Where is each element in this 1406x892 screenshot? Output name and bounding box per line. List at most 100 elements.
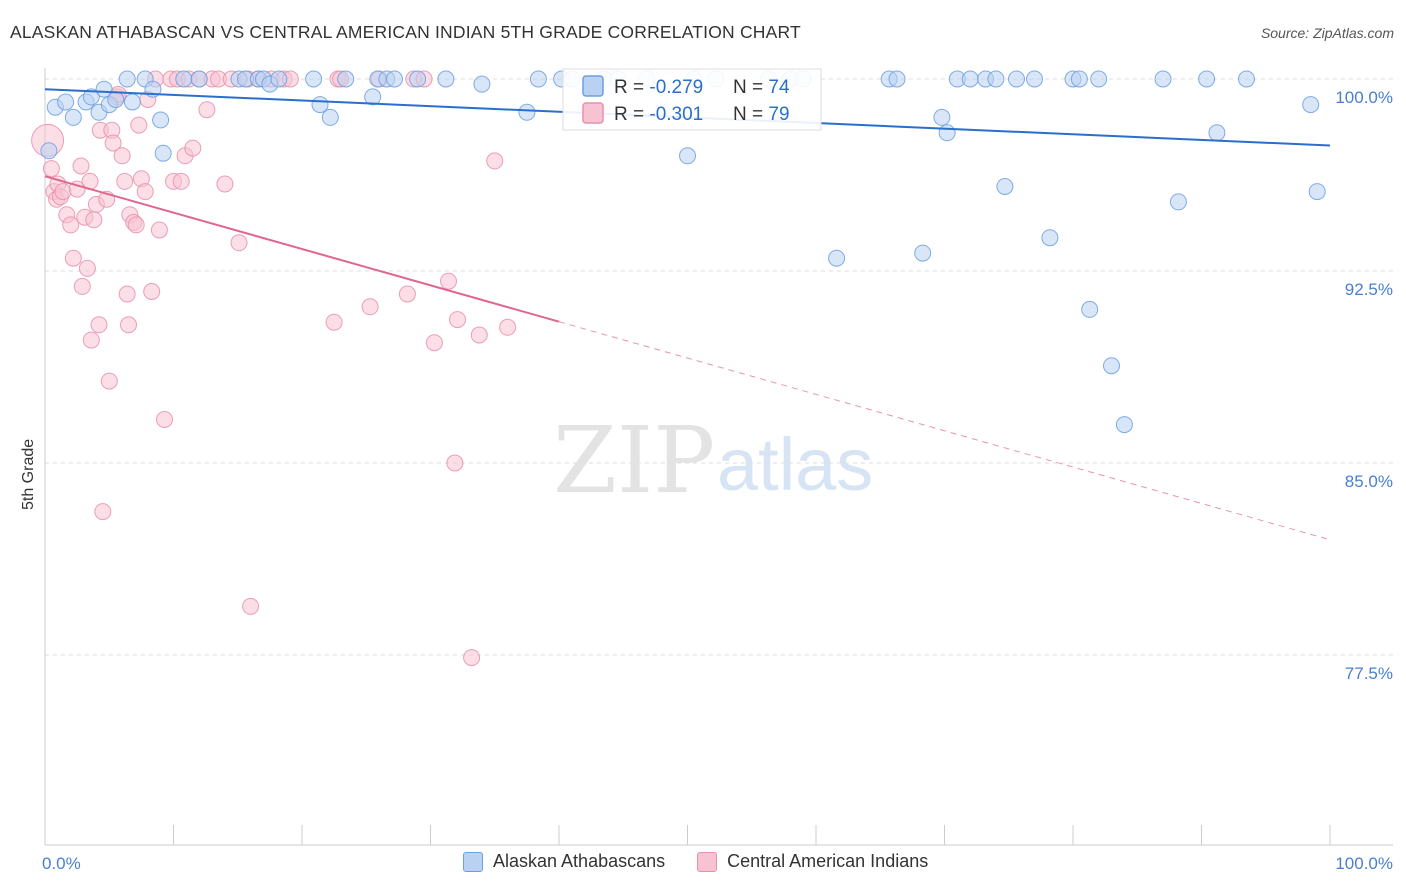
point-central-american-indians (62, 216, 80, 234)
point-central-american-indians (470, 326, 488, 344)
point-central-american-indians (499, 318, 517, 336)
y-tick-label: 100.0% (1335, 88, 1393, 107)
legend-label-alaskan-athabascans: Alaskan Athabascans (493, 851, 666, 871)
point-alaskan-athabascans (938, 124, 956, 142)
n-value: 74 (768, 77, 790, 98)
trend-line-solid (44, 175, 560, 323)
point-alaskan-athabascans (473, 75, 491, 93)
point-central-american-indians (136, 183, 154, 201)
r-label: R = (614, 104, 649, 125)
point-central-american-indians (54, 183, 72, 201)
watermark-zip: ZIP (553, 407, 715, 514)
point-alaskan-athabascans (270, 70, 288, 88)
point-alaskan-athabascans (679, 147, 696, 165)
legend-label-central-american-indians: Central American Indians (727, 851, 929, 871)
watermark-atlas: atlas (717, 423, 873, 506)
point-alaskan-athabascans (190, 70, 208, 88)
stats-swatch (582, 75, 604, 97)
chart-title: ALASKAN ATHABASCAN VS CENTRAL AMERICAN I… (10, 22, 801, 42)
legend-swatch-pink (697, 851, 718, 872)
legend-item-alaskan-athabascans: Alaskan Athabascans (463, 851, 665, 872)
point-central-american-indians (127, 216, 145, 234)
x-tick-label: 0.0% (42, 854, 81, 873)
n-label: N = (733, 77, 768, 98)
point-alaskan-athabascans (95, 80, 113, 98)
point-central-american-indians (113, 147, 131, 165)
watermark: ZIP atlas (553, 407, 873, 514)
point-alaskan-athabascans (961, 70, 979, 88)
point-alaskan-athabascans (1008, 70, 1025, 88)
point-alaskan-athabascans (1154, 70, 1172, 88)
point-central-american-indians (116, 172, 134, 190)
x-tick-label: 100.0% (1335, 854, 1393, 873)
n-label: N = (733, 104, 768, 125)
point-alaskan-athabascans (409, 70, 427, 88)
legend-swatch-blue (463, 851, 483, 872)
point-central-american-indians (73, 277, 91, 295)
point-alaskan-athabascans (1208, 124, 1226, 142)
point-central-american-indians (463, 649, 481, 667)
point-central-american-indians (94, 503, 112, 521)
y-tick-label: 92.5% (1345, 280, 1393, 299)
point-alaskan-athabascans (57, 93, 75, 111)
point-alaskan-athabascans (152, 111, 170, 129)
point-alaskan-athabascans (518, 103, 536, 121)
point-central-american-indians (398, 285, 416, 303)
point-central-american-indians (64, 249, 82, 267)
point-central-american-indians (72, 157, 90, 175)
point-alaskan-athabascans (529, 70, 547, 88)
legend-item-central-american-indians: Central American Indians (697, 851, 928, 872)
point-central-american-indians (120, 316, 137, 334)
point-central-american-indians (85, 211, 103, 229)
point-central-american-indians (90, 316, 108, 334)
r-value: -0.301 (649, 104, 703, 125)
point-central-american-indians (78, 259, 96, 277)
point-alaskan-athabascans (996, 178, 1014, 195)
point-central-american-indians (184, 139, 202, 157)
point-alaskan-athabascans (1026, 70, 1043, 88)
point-alaskan-athabascans (311, 96, 329, 114)
y-tick-label: 77.5% (1345, 664, 1393, 683)
r-label: R = (614, 77, 649, 98)
point-alaskan-athabascans (1090, 70, 1108, 88)
point-alaskan-athabascans (1081, 300, 1099, 318)
trend-line-dashed (558, 321, 1331, 541)
point-central-american-indians (104, 134, 122, 152)
point-central-american-indians (242, 597, 260, 615)
point-alaskan-athabascans (1308, 183, 1326, 201)
point-alaskan-athabascans (888, 70, 906, 88)
point-alaskan-athabascans (40, 142, 58, 160)
bottom-legend: Alaskan Athabascans Central American Ind… (463, 851, 960, 872)
point-central-american-indians (42, 160, 60, 178)
point-alaskan-athabascans (1169, 193, 1187, 211)
chart-source: Source: ZipAtlas.com (1260, 25, 1394, 41)
point-central-american-indians (156, 411, 173, 428)
stats-swatch (582, 102, 604, 124)
point-central-american-indians (449, 311, 466, 329)
y-tick-label: 85.0% (1345, 472, 1393, 491)
point-central-american-indians (361, 298, 379, 316)
point-alaskan-athabascans (123, 93, 141, 111)
stats-row: R = -0.279 N = 74 (614, 77, 790, 98)
point-alaskan-athabascans (64, 108, 82, 126)
point-alaskan-athabascans (175, 70, 193, 88)
n-value: 79 (768, 104, 789, 125)
point-alaskan-athabascans (118, 70, 136, 88)
stats-legend: R = -0.279 N = 74 R = -0.301 N = 79 (562, 68, 822, 131)
point-alaskan-athabascans (305, 70, 323, 88)
stats-legend-box (562, 68, 822, 131)
point-alaskan-athabascans (1115, 416, 1133, 434)
series-central-american-indians (31, 70, 517, 667)
point-central-american-indians (230, 234, 248, 252)
r-value: -0.279 (649, 77, 703, 98)
point-alaskan-athabascans (933, 108, 951, 126)
point-central-american-indians (118, 285, 136, 303)
point-central-american-indians (446, 454, 464, 472)
point-central-american-indians (143, 283, 161, 300)
point-alaskan-athabascans (1302, 96, 1320, 114)
point-alaskan-athabascans (1238, 70, 1255, 88)
point-central-american-indians (325, 313, 343, 331)
point-central-american-indians (440, 272, 457, 290)
point-alaskan-athabascans (82, 88, 100, 106)
